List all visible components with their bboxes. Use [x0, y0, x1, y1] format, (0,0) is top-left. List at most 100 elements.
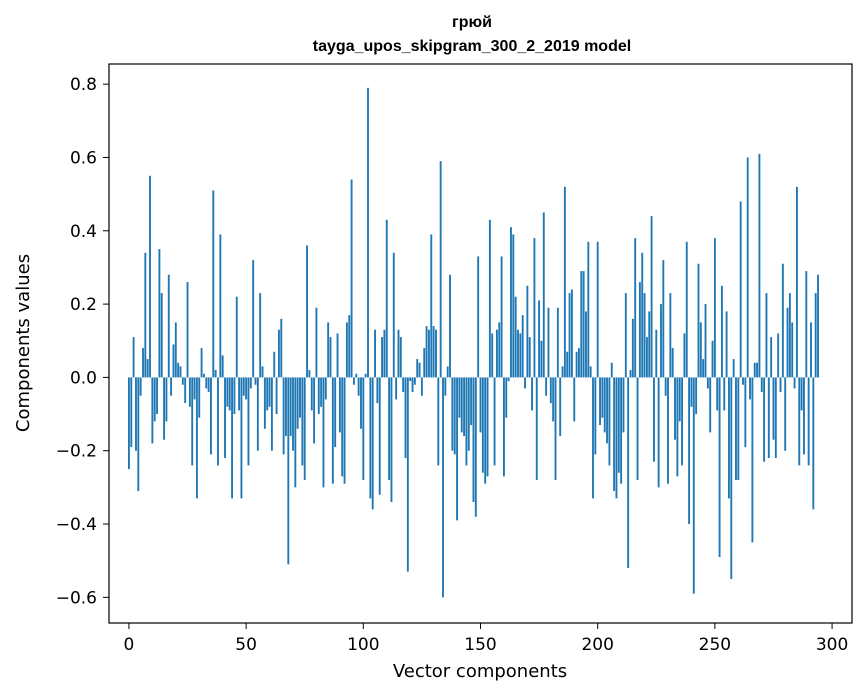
bar [306, 245, 308, 378]
bar [280, 318, 283, 378]
bar [690, 377, 693, 407]
bar [156, 377, 158, 415]
bar [446, 366, 449, 378]
bar [277, 329, 280, 378]
bar [249, 377, 252, 389]
bar [620, 377, 623, 484]
bar [172, 344, 175, 378]
bar [313, 377, 316, 444]
bar [667, 377, 669, 484]
bar [592, 377, 594, 499]
bar [186, 282, 189, 378]
bar [367, 87, 369, 378]
bar [266, 377, 269, 411]
bar [542, 212, 545, 378]
y-tick-label: 0.4 [70, 222, 97, 242]
y-axis-label: Components values [13, 254, 34, 432]
bar [742, 377, 744, 385]
bar [158, 249, 161, 378]
bar [224, 377, 226, 459]
bar [685, 241, 688, 378]
bar [294, 377, 297, 488]
bar [554, 377, 557, 481]
bar [254, 377, 257, 385]
bar [599, 377, 601, 426]
bar [456, 377, 458, 521]
bar [191, 377, 194, 466]
bar [706, 377, 709, 389]
bar [160, 293, 163, 378]
bar [514, 296, 517, 378]
bar [217, 377, 219, 466]
bar [261, 366, 264, 378]
bar [287, 377, 290, 565]
bar [648, 311, 651, 378]
bar [388, 377, 391, 481]
x-axis-ticks: 0 50 100 150 200 250 300 [124, 623, 848, 655]
bar [355, 373, 358, 378]
bar [524, 377, 526, 389]
bar [601, 377, 604, 418]
bar [336, 333, 339, 378]
bar [545, 377, 548, 396]
bar [608, 377, 611, 466]
bar [477, 256, 480, 378]
bar [519, 333, 522, 378]
bar [242, 377, 245, 396]
bar [285, 377, 287, 437]
bar [812, 377, 815, 510]
bar [547, 307, 550, 378]
bar [585, 311, 587, 378]
bar [472, 377, 475, 503]
bar [193, 377, 196, 400]
bar [613, 377, 616, 492]
bar [718, 377, 721, 558]
bar [749, 377, 751, 400]
bar [331, 377, 334, 484]
bar [345, 322, 348, 378]
bar [488, 219, 491, 378]
bar [505, 377, 508, 418]
bar [770, 337, 773, 378]
bar [664, 377, 667, 396]
bar [226, 377, 229, 407]
bar [324, 377, 327, 400]
bar [444, 377, 447, 396]
bar [299, 377, 301, 418]
bar [566, 351, 569, 378]
x-tick-label: 0 [124, 635, 135, 655]
bar [556, 307, 559, 378]
bar [364, 373, 367, 378]
y-axis-ticks: −0.6 −0.4 −0.2 0.0 0.2 0.4 0.6 0.8 [56, 75, 109, 608]
bar [814, 293, 817, 378]
bar [561, 366, 564, 378]
bar [533, 238, 536, 378]
plot-frame [108, 63, 853, 624]
bar [531, 377, 534, 411]
bar [817, 274, 819, 378]
bar [695, 377, 698, 415]
bar [425, 326, 428, 378]
bar [399, 337, 402, 378]
bar [800, 377, 803, 411]
bar [437, 377, 440, 466]
bar [334, 377, 337, 448]
bar [170, 377, 173, 396]
bar [139, 377, 142, 396]
bar [233, 377, 236, 415]
bar [465, 377, 468, 466]
bar [723, 377, 726, 411]
bar [479, 377, 482, 433]
bar [259, 293, 262, 378]
bar [758, 153, 761, 378]
bar [322, 377, 325, 488]
bar [617, 377, 620, 473]
bar [587, 241, 590, 378]
bar [381, 337, 383, 378]
bar [402, 377, 405, 393]
bar [495, 329, 498, 378]
bar [423, 348, 426, 378]
bar [692, 377, 695, 594]
bar [268, 377, 271, 407]
bar [528, 337, 531, 378]
